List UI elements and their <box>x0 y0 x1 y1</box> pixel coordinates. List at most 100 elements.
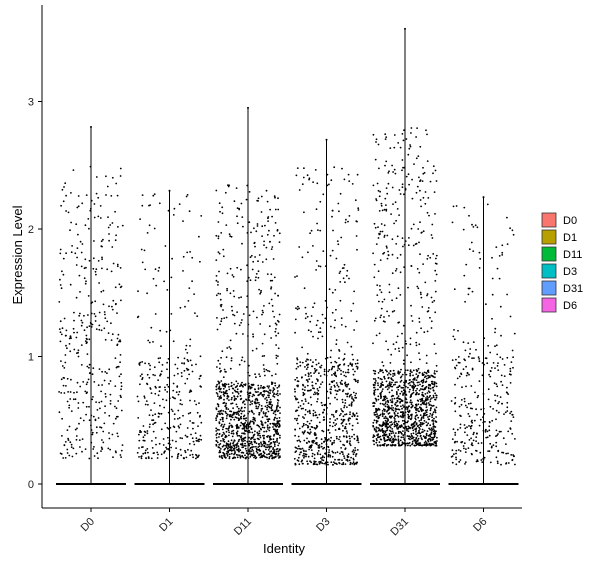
point-d31 <box>380 314 382 317</box>
point-d6 <box>463 442 466 445</box>
point-d11 <box>248 422 251 425</box>
point-d31 <box>416 387 418 390</box>
point-d11 <box>215 436 218 439</box>
point-d3 <box>311 455 314 458</box>
point-d6 <box>512 454 514 456</box>
point-d3 <box>297 401 300 404</box>
point-d6 <box>505 443 507 445</box>
point-d0 <box>98 401 101 404</box>
point-d31 <box>392 203 394 206</box>
point-d3 <box>353 451 356 454</box>
point-d11 <box>261 444 264 446</box>
point-d11 <box>248 314 251 317</box>
point-d11 <box>278 420 281 422</box>
point-d3 <box>310 444 313 447</box>
point-d31 <box>388 425 391 427</box>
point-d11 <box>275 425 278 428</box>
point-d6 <box>501 251 504 254</box>
point-d6 <box>453 453 455 456</box>
point-d3 <box>298 439 300 442</box>
point-d6 <box>457 361 460 364</box>
point-d6 <box>503 364 506 366</box>
point-d3 <box>308 378 311 380</box>
point-d1 <box>186 194 189 196</box>
point-d11 <box>215 275 218 277</box>
point-d11 <box>269 403 272 406</box>
point-d3 <box>356 381 359 384</box>
point-d11 <box>220 409 223 412</box>
point-d6 <box>451 449 454 452</box>
point-d31 <box>427 374 429 377</box>
point-d11 <box>251 431 254 434</box>
point-d11 <box>263 426 266 429</box>
point-d11 <box>274 382 276 385</box>
point-d3 <box>338 458 341 461</box>
point-d6 <box>462 368 465 371</box>
point-d6 <box>509 315 512 318</box>
point-d3 <box>296 459 299 462</box>
point-d0 <box>70 410 73 412</box>
point-d11 <box>269 398 272 401</box>
point-d6 <box>502 437 505 440</box>
point-d31 <box>419 442 422 444</box>
point-d3 <box>304 374 307 376</box>
point-d31 <box>378 428 381 431</box>
point-d31 <box>378 195 381 198</box>
point-d31 <box>381 425 383 428</box>
point-d0 <box>82 419 85 422</box>
point-d6 <box>485 436 488 439</box>
point-d6 <box>476 226 479 229</box>
point-d0 <box>60 287 63 290</box>
point-d3 <box>337 367 340 369</box>
point-d31 <box>381 381 384 383</box>
point-d11 <box>224 392 227 395</box>
point-d31 <box>410 418 412 421</box>
point-d1 <box>178 417 181 419</box>
point-d11 <box>230 445 232 448</box>
point-d11 <box>228 434 230 437</box>
point-d31 <box>399 401 401 404</box>
point-d31 <box>387 182 390 185</box>
point-d11 <box>233 449 236 451</box>
point-d6 <box>454 396 457 399</box>
point-d1 <box>186 435 189 438</box>
point-d3 <box>346 458 349 461</box>
point-d11 <box>243 422 245 425</box>
point-d31 <box>404 371 406 374</box>
point-d11 <box>234 451 236 453</box>
point-d0 <box>61 188 64 191</box>
point-d3 <box>343 178 346 181</box>
point-d31 <box>411 197 414 200</box>
point-d0 <box>77 402 80 404</box>
point-d3 <box>351 401 353 404</box>
point-d11 <box>272 426 274 428</box>
point-d31 <box>435 396 438 399</box>
point-d31 <box>390 353 393 356</box>
point-d1 <box>158 442 161 445</box>
point-d0 <box>120 381 123 384</box>
point-d31 <box>421 397 424 400</box>
point-d3 <box>302 462 304 465</box>
point-d11 <box>235 187 238 190</box>
point-d3 <box>322 459 325 462</box>
point-d0 <box>92 448 95 450</box>
point-d11 <box>265 368 268 371</box>
point-d31 <box>427 376 430 379</box>
point-d11 <box>270 287 272 290</box>
point-d11 <box>245 306 248 308</box>
point-d3 <box>312 409 315 412</box>
point-d31 <box>393 421 396 424</box>
point-d31 <box>385 429 388 432</box>
point-d3 <box>307 375 310 378</box>
point-d11 <box>268 444 270 446</box>
point-d31 <box>419 388 422 390</box>
point-d1 <box>137 417 140 419</box>
legend-label-d6: D6 <box>563 300 577 312</box>
point-d31 <box>383 403 385 406</box>
point-d31 <box>394 444 397 447</box>
point-d11 <box>239 395 242 397</box>
point-d11 <box>246 440 249 443</box>
point-d31 <box>403 392 406 395</box>
point-d0 <box>103 379 106 382</box>
point-d0 <box>92 267 95 270</box>
